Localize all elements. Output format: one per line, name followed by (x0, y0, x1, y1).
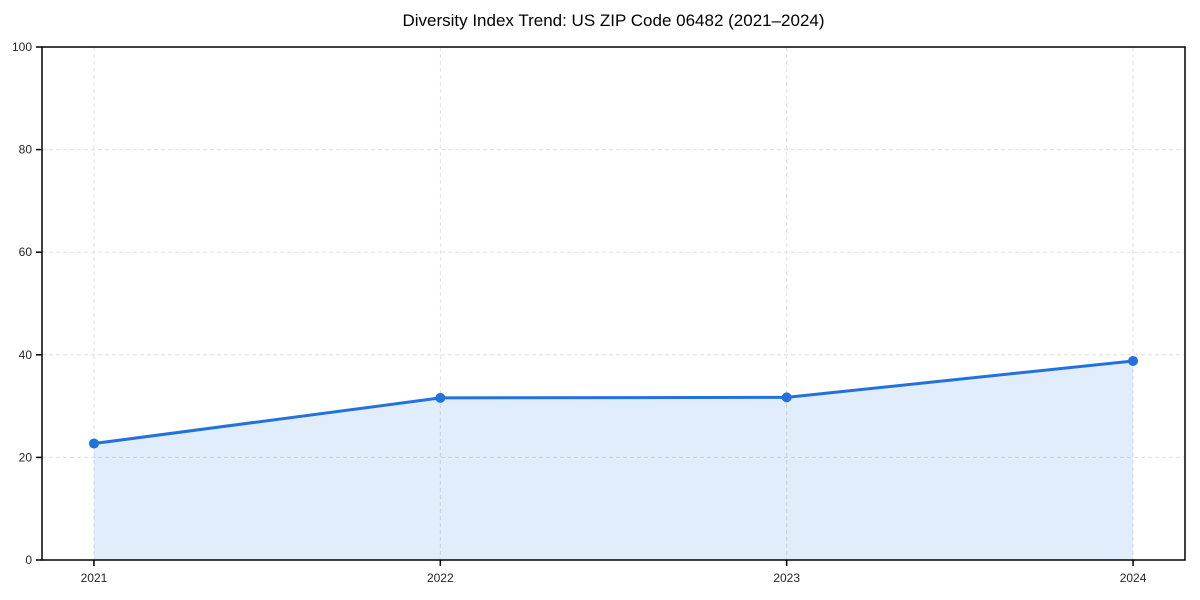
plot-border (41, 46, 1186, 561)
y-tick-label: 100 (12, 40, 32, 54)
y-tick-label: 40 (19, 348, 33, 362)
data-point-2022 (435, 392, 446, 403)
data-point-2021 (88, 438, 99, 449)
data-point-2023 (781, 392, 792, 403)
x-tick-label: 2022 (427, 571, 454, 585)
data-point-2024 (1128, 355, 1139, 366)
y-tick-label: 60 (19, 245, 33, 259)
chart-title: Diversity Index Trend: US ZIP Code 06482… (402, 11, 825, 30)
x-tick-label: 2023 (773, 571, 800, 585)
x-tick-label: 2021 (81, 571, 108, 585)
y-tick-label: 80 (19, 143, 33, 157)
y-tick-label: 20 (19, 450, 33, 464)
y-tick-label: 0 (25, 553, 32, 567)
trend-line (92, 359, 1135, 446)
area-fill (93, 360, 1134, 560)
x-tick-label: 2024 (1120, 571, 1147, 585)
